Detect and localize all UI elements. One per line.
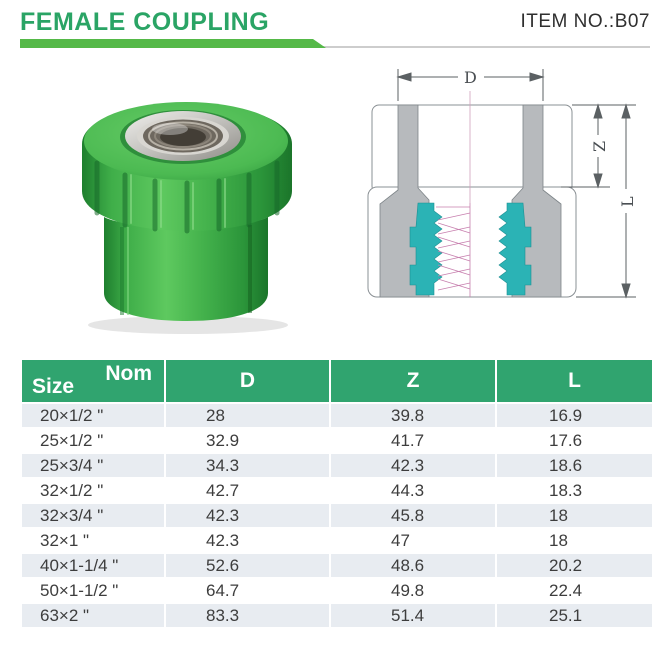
table-row: 20×1/2 " 28 39.8 16.9	[22, 404, 652, 427]
cell-l: 25.1	[497, 604, 652, 627]
figures-area: D Z L	[20, 55, 650, 354]
corner-header: Nom Size	[22, 360, 164, 402]
cell-z: 39.8	[331, 404, 495, 427]
product-photo	[82, 102, 292, 334]
cell-size: 25×1/2 "	[22, 429, 164, 452]
cell-size: 40×1-1/4 "	[22, 554, 164, 577]
cell-d: 28	[166, 404, 329, 427]
cell-d: 83.3	[166, 604, 329, 627]
cell-size: 32×1 "	[22, 529, 164, 552]
cell-z: 44.3	[331, 479, 495, 502]
cell-z: 51.4	[331, 604, 495, 627]
dim-label-z: Z	[590, 141, 609, 152]
table-row: 40×1-1/4 " 52.6 48.6 20.2	[22, 554, 652, 577]
dimension-d	[396, 69, 545, 101]
cell-z: 45.8	[331, 504, 495, 527]
cell-l: 22.4	[497, 579, 652, 602]
cell-size: 25×3/4 "	[22, 454, 164, 477]
column-header-z: Z	[331, 360, 495, 402]
table-header-row: Nom Size D Z L	[22, 360, 652, 402]
dimension-z	[561, 103, 610, 189]
table-row: 32×1/2 " 42.7 44.3 18.3	[22, 479, 652, 502]
insert-teal	[409, 202, 532, 296]
cell-d: 42.3	[166, 504, 329, 527]
cell-d: 42.7	[166, 479, 329, 502]
thread-lines	[436, 203, 471, 297]
cell-z: 42.3	[331, 454, 495, 477]
cell-l: 20.2	[497, 554, 652, 577]
cell-size: 50×1-1/2 "	[22, 579, 164, 602]
cell-l: 17.6	[497, 429, 652, 452]
dimension-table: Nom Size D Z L 20×1/2 " 28 39.8 16.9 25×…	[20, 358, 654, 629]
table-row: 25×3/4 " 34.3 42.3 18.6	[22, 454, 652, 477]
item-number: ITEM NO.:B07	[520, 11, 650, 32]
cell-size: 32×3/4 "	[22, 504, 164, 527]
dimension-l	[576, 103, 636, 299]
column-header-d: D	[166, 360, 329, 402]
page-title: FEMALE COUPLING	[20, 8, 270, 36]
column-header-l: L	[497, 360, 652, 402]
table-row: 25×1/2 " 32.9 41.7 17.6	[22, 429, 652, 452]
cell-z: 47	[331, 529, 495, 552]
divider-line	[20, 46, 650, 48]
cell-l: 18	[497, 504, 652, 527]
table-row: 50×1-1/2 " 64.7 49.8 22.4	[22, 579, 652, 602]
cell-d: 64.7	[166, 579, 329, 602]
photo-shadow	[88, 316, 288, 334]
corner-label-nom: Nom	[105, 362, 152, 385]
cell-d: 34.3	[166, 454, 329, 477]
cell-l: 18.6	[497, 454, 652, 477]
cell-d: 42.3	[166, 529, 329, 552]
cell-d: 52.6	[166, 554, 329, 577]
table-row: 32×3/4 " 42.3 45.8 18	[22, 504, 652, 527]
accent-bar	[20, 39, 326, 48]
cell-z: 41.7	[331, 429, 495, 452]
cell-size: 20×1/2 "	[22, 404, 164, 427]
cell-z: 49.8	[331, 579, 495, 602]
cell-z: 48.6	[331, 554, 495, 577]
dim-label-d: D	[464, 68, 477, 87]
header-rule	[20, 39, 650, 55]
cell-l: 18.3	[497, 479, 652, 502]
coupling-lower-body	[104, 217, 268, 321]
corner-label-size: Size	[32, 375, 75, 398]
cell-d: 32.9	[166, 429, 329, 452]
cell-size: 63×2 "	[22, 604, 164, 627]
cell-l: 16.9	[497, 404, 652, 427]
cell-size: 32×1/2 "	[22, 479, 164, 502]
table-row: 63×2 " 83.3 51.4 25.1	[22, 604, 652, 627]
table-row: 32×1 " 42.3 47 18	[22, 529, 652, 552]
page-header: FEMALE COUPLING ITEM NO.:B07	[20, 8, 650, 38]
dim-label-l: L	[618, 196, 637, 207]
cell-l: 18	[497, 529, 652, 552]
technical-drawing: D Z L	[367, 68, 637, 299]
metal-insert	[120, 110, 246, 164]
